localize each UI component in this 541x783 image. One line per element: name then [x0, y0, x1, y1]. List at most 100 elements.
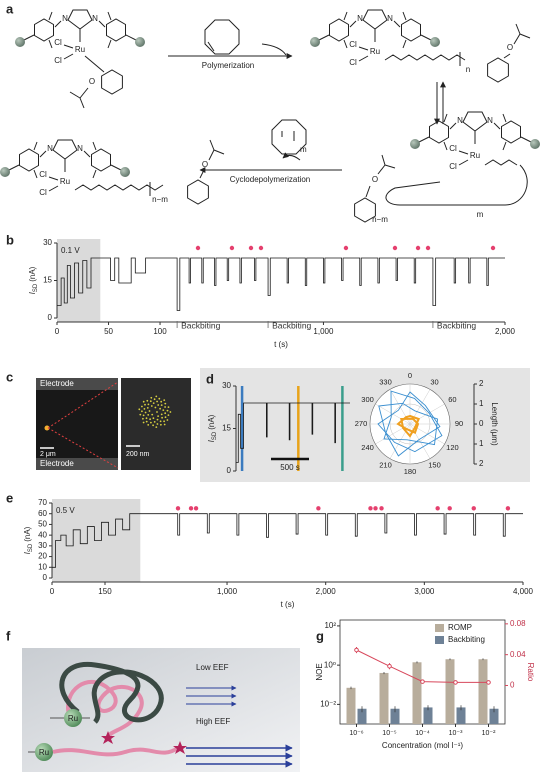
- bond: [79, 87, 89, 99]
- annotation: 0.5 V: [56, 506, 75, 515]
- y-tick-label: 1: [479, 439, 484, 448]
- bond: [207, 41, 215, 52]
- bond: [48, 11, 53, 21]
- y-tick-label: 30: [222, 381, 231, 390]
- substituent-ball: [15, 37, 25, 47]
- bond: [107, 11, 112, 21]
- x-tick-label: 150: [98, 587, 112, 596]
- bond: [420, 34, 432, 41]
- aryl-ring: [106, 18, 126, 42]
- microscopy: Electrode Electrode 2 μm 200 nm: [36, 378, 191, 470]
- localization: [167, 414, 170, 416]
- ratio-point: [387, 663, 392, 669]
- y-label-subscript: SD: [28, 543, 34, 552]
- bond: [349, 20, 357, 28]
- electrode: [36, 458, 118, 470]
- bond: [208, 149, 215, 161]
- event-marker: [447, 506, 452, 511]
- field-label: Low EEF: [196, 663, 229, 672]
- localization: [169, 411, 172, 413]
- y-tick-label: 1: [479, 399, 484, 408]
- aryl-ring: [91, 148, 111, 172]
- nhc-ring: [67, 9, 93, 30]
- event-marker: [425, 245, 431, 251]
- ru-label: Ru: [39, 748, 49, 757]
- bond: [365, 185, 371, 198]
- bond: [63, 53, 74, 60]
- atom-label: N: [47, 144, 53, 153]
- bond: [513, 33, 521, 45]
- localization: [161, 416, 164, 419]
- atom-label: Cl: [54, 56, 62, 65]
- annotation: Backbiting: [272, 320, 311, 330]
- bond: [519, 33, 531, 39]
- panel-label: a: [6, 1, 14, 16]
- event-marker: [505, 506, 511, 511]
- y-label-subscript: SD: [212, 431, 218, 440]
- y2-axis-label: Ratio: [526, 663, 535, 682]
- event-marker: [373, 506, 378, 511]
- localization: [154, 406, 157, 409]
- substituent-ball: [430, 37, 440, 47]
- bond: [107, 39, 112, 49]
- localization: [150, 405, 153, 407]
- aryl-ring: [19, 148, 39, 172]
- atom-label: m: [477, 210, 484, 219]
- y-tick-label: 15: [222, 424, 231, 433]
- aryl-ring: [401, 18, 421, 42]
- localization: [159, 407, 162, 410]
- y-label-symbol: I: [207, 439, 216, 442]
- angle-label: 330: [379, 377, 392, 386]
- x-tick-label: 50: [104, 327, 113, 336]
- polymer-chain: [52, 746, 180, 757]
- localization: [147, 424, 150, 426]
- localization: [142, 417, 144, 420]
- localization: [164, 412, 167, 415]
- localization: [155, 426, 158, 428]
- bond: [48, 176, 59, 181]
- angle-label: 180: [404, 467, 417, 476]
- localization: [163, 420, 166, 423]
- event-marker: [343, 245, 349, 251]
- bond: [39, 150, 47, 158]
- event-marker: [193, 506, 199, 511]
- cyclooctene: [204, 19, 240, 55]
- bond: [54, 20, 62, 28]
- polar-trace: [377, 390, 443, 457]
- bond: [110, 164, 122, 171]
- bond: [520, 136, 532, 143]
- bond: [443, 113, 448, 123]
- panel-label: g: [316, 628, 324, 643]
- ratio-point: [453, 680, 458, 685]
- bond: [63, 44, 74, 49]
- subscript: m: [300, 145, 307, 154]
- polymer-chain: [384, 54, 466, 61]
- y-tick-label: 40: [38, 530, 47, 539]
- x-tick-label: 2,000: [316, 587, 337, 596]
- image: [36, 378, 118, 470]
- localization: [142, 414, 145, 417]
- event-marker: [490, 245, 496, 251]
- y-tick-label: 70: [38, 498, 47, 507]
- event-marker: [379, 506, 384, 511]
- localization: [144, 403, 146, 406]
- localization: [160, 404, 163, 406]
- scale-label: 2 μm: [40, 451, 56, 458]
- angle-label: 90: [455, 419, 463, 428]
- nhc-ring: [52, 139, 78, 160]
- event-marker: [188, 506, 194, 511]
- localization: [164, 402, 167, 405]
- atom-label: Cl: [349, 58, 357, 67]
- panel-background: [200, 368, 530, 482]
- localization: [160, 423, 162, 426]
- y-tick-label: 0: [479, 419, 484, 428]
- bar: [379, 672, 389, 724]
- angle-label: 240: [361, 443, 374, 452]
- bond: [213, 149, 225, 155]
- atom-label: Ru: [60, 177, 70, 186]
- legend-swatch: [435, 624, 444, 632]
- bond: [458, 159, 469, 166]
- localization: [156, 411, 158, 413]
- localization: [152, 402, 155, 404]
